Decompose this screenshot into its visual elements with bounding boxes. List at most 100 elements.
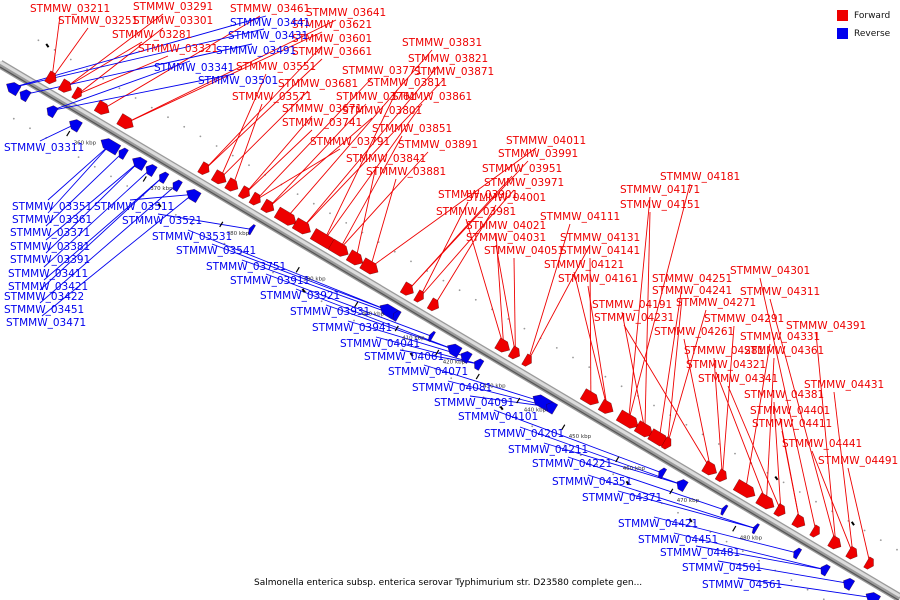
forward-gene [633,420,653,438]
reverse-leader [567,456,724,511]
track-dot [653,404,655,407]
reverse-gene [676,479,689,492]
forward-swatch [837,10,848,21]
forward-gene-label: STMMW_04111 [540,211,620,223]
forward-leader [77,27,164,95]
track-dot [588,366,591,368]
forward-gene-label: STMMW_03571 [232,91,312,103]
forward-gene [579,388,599,406]
reverse-leader [423,364,542,402]
track-dot [741,550,744,553]
reverse-gene [247,224,256,236]
forward-gene-label: STMMW_04131 [560,232,640,244]
track-dot [93,165,96,168]
forward-gene-label: STMMW_03871 [414,66,494,78]
scale-tick [732,525,737,532]
forward-gene-label: STMMW_04361 [744,345,824,357]
track-dot [231,154,234,157]
track-dot [896,548,898,551]
track-dot [369,329,372,332]
reverse-gene-label: STMMW_04091 [434,397,514,409]
tick-label: 370 kbp [150,186,173,192]
reverse-leader [51,60,191,112]
forward-leader [302,78,445,228]
reverse-leader [241,259,397,316]
track-dot [329,212,331,215]
track-marker [301,288,306,293]
tick-label: 430 kbp [483,383,506,389]
forward-leader [126,31,323,124]
forward-gene [116,113,134,130]
track-marker [45,43,50,48]
track-dot [531,425,534,428]
reverse-gene-label: STMMW_03361 [12,214,92,226]
map-caption: Salmonella enterica subsp. enterica sero… [254,578,643,588]
forward-gene-label: STMMW_04441 [782,438,862,450]
forward-gene-label: STMMW_04171 [620,184,700,196]
forward-leader [323,103,423,241]
reverse-gene-label: STMMW_04041 [340,338,420,350]
forward-leader [419,201,469,298]
forward-gene [210,169,227,185]
reverse-leader [295,288,454,350]
track-dot [61,146,64,149]
reverse-leader [375,336,478,365]
reverse-gene [546,401,559,415]
forward-gene-label: STMMW_04411 [752,418,832,430]
reverse-gene [132,156,148,171]
reverse-gene-label: STMMW_03521 [122,215,202,227]
track-dot [167,116,169,119]
forward-leader [527,244,591,362]
scale-tick [435,349,440,356]
forward-leader [339,135,403,250]
track-dot [207,233,210,235]
forward-gene-label: STMMW_03741 [282,117,362,129]
forward-leader [781,430,801,523]
genome-backbone [0,60,900,600]
track-dot [118,87,121,90]
forward-leader [370,147,537,268]
scale-tick [669,488,674,495]
reverse-gene [159,171,170,184]
reverse-leader [543,442,682,485]
reverse-leader [187,229,388,311]
forward-leader [623,324,712,470]
forward-gene [791,513,806,528]
track-dot [717,443,720,445]
track-marker [625,480,630,486]
reverse-gene [447,343,463,358]
reverse-gene [427,331,436,343]
forward-gene [863,556,874,570]
forward-gene [327,238,349,257]
reverse-leader [157,213,252,230]
track-dot [863,529,866,532]
forward-leader [419,189,515,298]
tick-label: 400 kbp [362,311,385,317]
forward-leader [628,196,651,421]
reverse-leader [45,162,139,241]
scale-tick [561,424,566,431]
track-marker [157,202,162,208]
track-dot [345,222,348,224]
forward-gene-label: STMMW_03681 [278,78,358,90]
forward-leader [833,391,854,554]
forward-gene-label: STMMW_04331 [740,331,820,343]
forward-leader [245,129,313,194]
reverse-gene [474,358,485,371]
reverse-gene-label: STMMW_04371 [582,492,662,504]
track-dot [174,213,177,216]
track-dot [515,415,517,418]
forward-leader [302,65,439,228]
track-dot [442,279,445,282]
forward-gene-label: STMMW_03901 [438,189,518,201]
track-dot [77,156,80,159]
track-dot [336,310,339,312]
track-dot [191,223,193,226]
forward-gene-label: STMMW_03791 [310,136,390,148]
forward-gene [701,460,717,476]
reverse-gene [843,578,856,591]
scale-tick [219,221,224,228]
forward-leader [355,165,377,260]
forward-gene-label: STMMW_03861 [392,91,472,103]
